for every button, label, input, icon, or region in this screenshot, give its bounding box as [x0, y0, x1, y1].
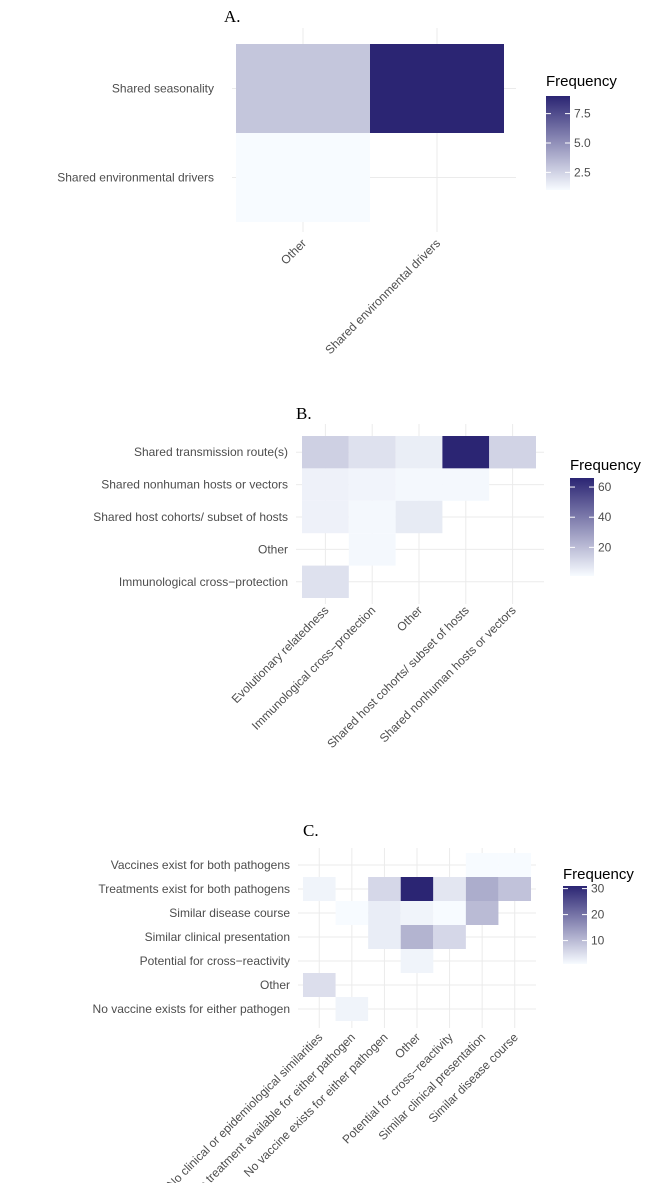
- heatmap-cell: [303, 877, 336, 901]
- legend: Frequency 20 40 60: [570, 457, 641, 576]
- y-tick-label: Shared transmission route(s): [134, 445, 288, 459]
- legend-tick-label: 20: [598, 540, 612, 554]
- heatmap-cell: [433, 925, 466, 949]
- legend-title: Frequency: [546, 73, 617, 90]
- panel-3: C. Vaccines exist for both pathogens Treat…: [93, 821, 635, 1183]
- y-tick-label: Other: [260, 978, 290, 992]
- panel-title: B.: [296, 404, 312, 423]
- x-tick-label: Other: [394, 603, 425, 634]
- heatmap-cell: [302, 468, 349, 501]
- legend-tick-label: 2.5: [574, 165, 591, 179]
- heatmap-cell: [236, 44, 370, 133]
- heatmap-cell: [489, 436, 536, 469]
- heatmap-cell: [302, 436, 349, 469]
- heatmap-cell: [442, 468, 490, 501]
- heatmap-cell: [465, 877, 499, 901]
- heatmap-cell: [498, 853, 531, 877]
- y-tick-label: Shared host cohorts/ subset of hosts: [93, 510, 288, 524]
- heatmap-cell: [368, 901, 401, 925]
- heatmap-cell: [236, 133, 370, 222]
- heatmap-cell: [302, 565, 349, 598]
- heatmap-tiles: [236, 44, 504, 222]
- y-tick-label: Potential for cross−reactivity: [140, 954, 290, 968]
- y-tick-label: Other: [258, 542, 288, 556]
- heatmap-cell: [335, 997, 369, 1021]
- x-tick-label: No clinical or epidemiological similarit…: [164, 1030, 325, 1183]
- panel-1: A. Shared seasonality Shared environmental…: [57, 7, 617, 357]
- heatmap-cell: [348, 500, 396, 534]
- y-tick-label: No vaccine exists for either pathogen: [93, 1002, 290, 1016]
- heatmap-cell: [465, 901, 499, 925]
- heatmap-cell: [400, 901, 434, 925]
- legend-tick-label: 5.0: [574, 136, 591, 150]
- panel-title: C.: [303, 821, 319, 840]
- heatmap-cell: [335, 901, 369, 925]
- x-tick-label: Other: [278, 236, 309, 267]
- x-tick-label: No vaccine exists for either pathogen: [241, 1030, 391, 1180]
- y-tick-label: Similar disease course: [169, 906, 290, 920]
- heatmap-cell: [465, 853, 499, 877]
- legend: Frequency 2.5 5.0 7.5: [546, 73, 617, 190]
- heatmap-cell: [442, 436, 490, 469]
- legend-tick-label: 7.5: [574, 107, 591, 121]
- heatmap-cell: [498, 877, 531, 901]
- panel-2: B. Shared transmission route(s) Shared non…: [93, 404, 641, 751]
- legend-title: Frequency: [570, 457, 641, 474]
- y-tick-label: Vaccines exist for both pathogens: [111, 858, 290, 872]
- heatmap-cell: [395, 468, 443, 501]
- y-tick-label: Shared environmental drivers: [57, 171, 214, 185]
- heatmap-cell: [433, 877, 466, 901]
- legend-title: Frequency: [563, 866, 634, 883]
- legend-tick-label: 40: [598, 510, 612, 524]
- panel-title: A.: [224, 7, 241, 26]
- y-tick-label: Shared seasonality: [112, 82, 214, 96]
- heatmap-cell: [400, 949, 434, 973]
- legend-tick-label: 20: [591, 908, 605, 922]
- heatmap-cell: [348, 468, 396, 501]
- legend-colorbar: [570, 478, 594, 576]
- heatmap-tiles: [302, 436, 536, 598]
- legend-tick-label: 30: [591, 882, 605, 896]
- heatmap-cell: [368, 925, 401, 949]
- heatmap-cell: [400, 925, 434, 949]
- heatmap-cell: [400, 877, 434, 901]
- y-tick-label: Treatments exist for both pathogens: [98, 882, 290, 896]
- heatmap-cell: [303, 973, 336, 997]
- legend-tick-label: 60: [598, 480, 612, 494]
- heatmap-cell: [370, 44, 504, 133]
- heatmap-cell: [302, 500, 349, 534]
- x-tick-label: No treatment available for either pathog…: [190, 1030, 358, 1183]
- heatmap-cell: [395, 436, 443, 469]
- heatmap-cell: [348, 533, 396, 566]
- legend-colorbar: [563, 886, 587, 964]
- x-tick-label: Shared environmental drivers: [322, 236, 443, 357]
- heatmap-tiles: [303, 853, 531, 1021]
- heatmap-cell: [395, 500, 443, 534]
- legend-tick-label: 10: [591, 934, 605, 948]
- heatmap-cell: [348, 436, 396, 469]
- y-tick-label: Immunological cross−protection: [119, 575, 288, 589]
- y-tick-label: Shared nonhuman hosts or vectors: [101, 478, 288, 492]
- legend: Frequency 10 20 30: [563, 866, 634, 964]
- y-tick-label: Similar clinical presentation: [145, 930, 290, 944]
- heatmap-cell: [368, 877, 401, 901]
- heatmap-cell: [433, 901, 466, 925]
